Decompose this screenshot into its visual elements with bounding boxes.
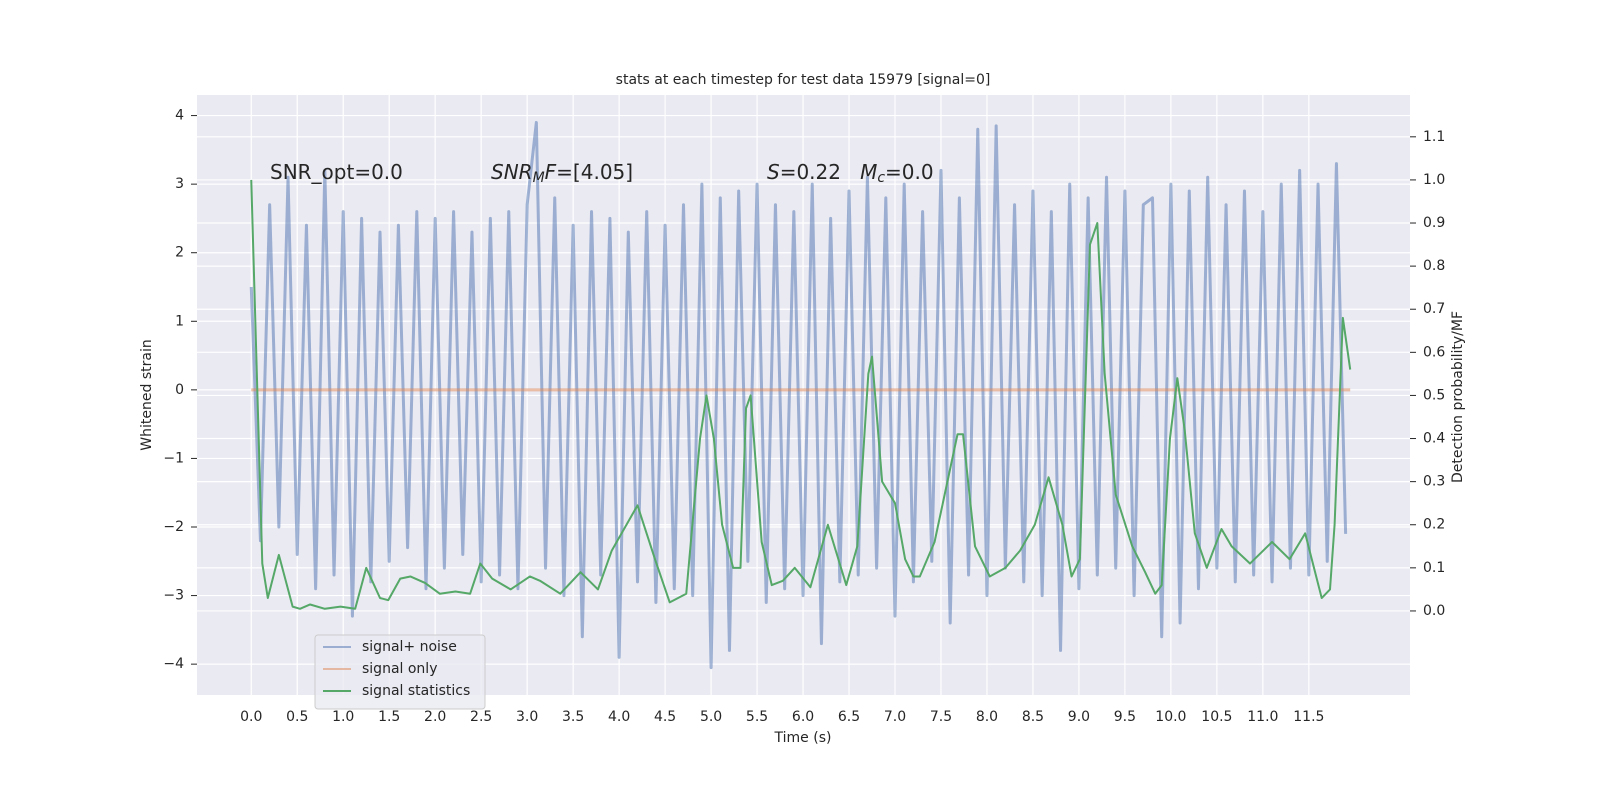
annotation: S=0.22 Mc=0.0 [767,160,934,187]
y2-tick-label: 0.1 [1423,560,1445,576]
y-tick-label: 0 [175,382,184,398]
x-tick-label: 1.0 [332,709,354,725]
x-tick-label: 4.5 [654,709,676,725]
annotation-part: F [545,160,557,184]
x-tick-label: 6.0 [792,709,814,725]
x-tick-label: 7.0 [884,709,906,725]
x-tick-label: 9.0 [1068,709,1090,725]
marks [249,120,1352,670]
y-tick-label: 3 [175,176,184,192]
x-tick-label: 5.0 [700,709,722,725]
y2-tick-label: 0.8 [1423,258,1445,274]
x-tick-label: 8.5 [1022,709,1044,725]
y-tick-label: 1 [175,313,184,329]
y-tick-label: 4 [175,108,184,124]
legend-label: signal+ noise [362,639,457,655]
x-axis-label: Time (s) [774,730,832,746]
y2-tick-label: 0.3 [1423,474,1445,490]
y2-tick-label: 1.0 [1423,172,1445,188]
legend-label: signal statistics [362,683,470,699]
x-tick-label: 9.5 [1114,709,1136,725]
annotation-part: =0.22 [780,160,860,184]
annotation-part: =0.0 [885,160,934,184]
y2-tick-label: 1.1 [1423,129,1445,145]
annotation: SNR_opt=0.0 [270,160,403,184]
x-tick-label: 6.5 [838,709,860,725]
y2-tick-label: 0.0 [1423,603,1445,619]
x-tick-label: 10.0 [1155,709,1186,725]
annotation-part: SNR [491,160,533,184]
y2-tick-label: 0.9 [1423,215,1445,231]
x-tick-label: 11.0 [1247,709,1278,725]
labels: 0.0 0.5 1.0 1.5 2.0 2.5 3.0 3.5 4.0 4.5 5.0 5.5 6.0 6… [163,108,1445,725]
annotation-part: =[4.05] [556,160,633,184]
y2-tick-label: 0.2 [1423,517,1445,533]
y-tick-label: −1 [163,450,184,466]
x-tick-label: 0.0 [240,709,262,725]
y2-tick-label: 0.5 [1423,387,1445,403]
x-tick-label: 11.5 [1293,709,1324,725]
legend-box [314,634,486,710]
annotation-part: M [860,160,877,184]
x-tick-label: 0.5 [286,709,308,725]
y-axis-label: Whitened strain [139,339,155,450]
y2-tick-label: 0.6 [1423,344,1445,360]
annotation-part: SNR_opt=0.0 [270,160,403,184]
y-tick-label: −2 [163,519,184,535]
y2-axis-label: Detection probability/MF [1450,311,1466,483]
annotation-part: M [533,170,545,186]
x-tick-label: 3.5 [562,709,584,725]
annotation: SNRMF=[4.05] [491,160,633,187]
chart-title: stats at each timestep for test data 159… [616,72,991,88]
series-line [250,179,1352,610]
annotation-part: c [877,170,885,186]
y2-tick-label: 0.4 [1423,431,1445,447]
x-tick-label: 4.0 [608,709,630,725]
x-tick-label: 10.5 [1201,709,1232,725]
x-tick-label: 3.0 [516,709,538,725]
x-tick-label: 5.5 [746,709,768,725]
annotation-part: S [767,160,780,184]
legend-label: signal only [362,661,437,677]
y-tick-label: 2 [175,245,184,261]
x-tick-label: 7.5 [930,709,952,725]
x-tick-label: 1.5 [378,709,400,725]
y2-tick-label: 0.7 [1423,301,1445,317]
y-tick-label: −4 [163,656,184,672]
x-tick-label: 2.0 [424,709,446,725]
x-tick-label: 8.0 [976,709,998,725]
y-tick-label: −3 [163,588,184,604]
x-tick-label: 2.5 [470,709,492,725]
